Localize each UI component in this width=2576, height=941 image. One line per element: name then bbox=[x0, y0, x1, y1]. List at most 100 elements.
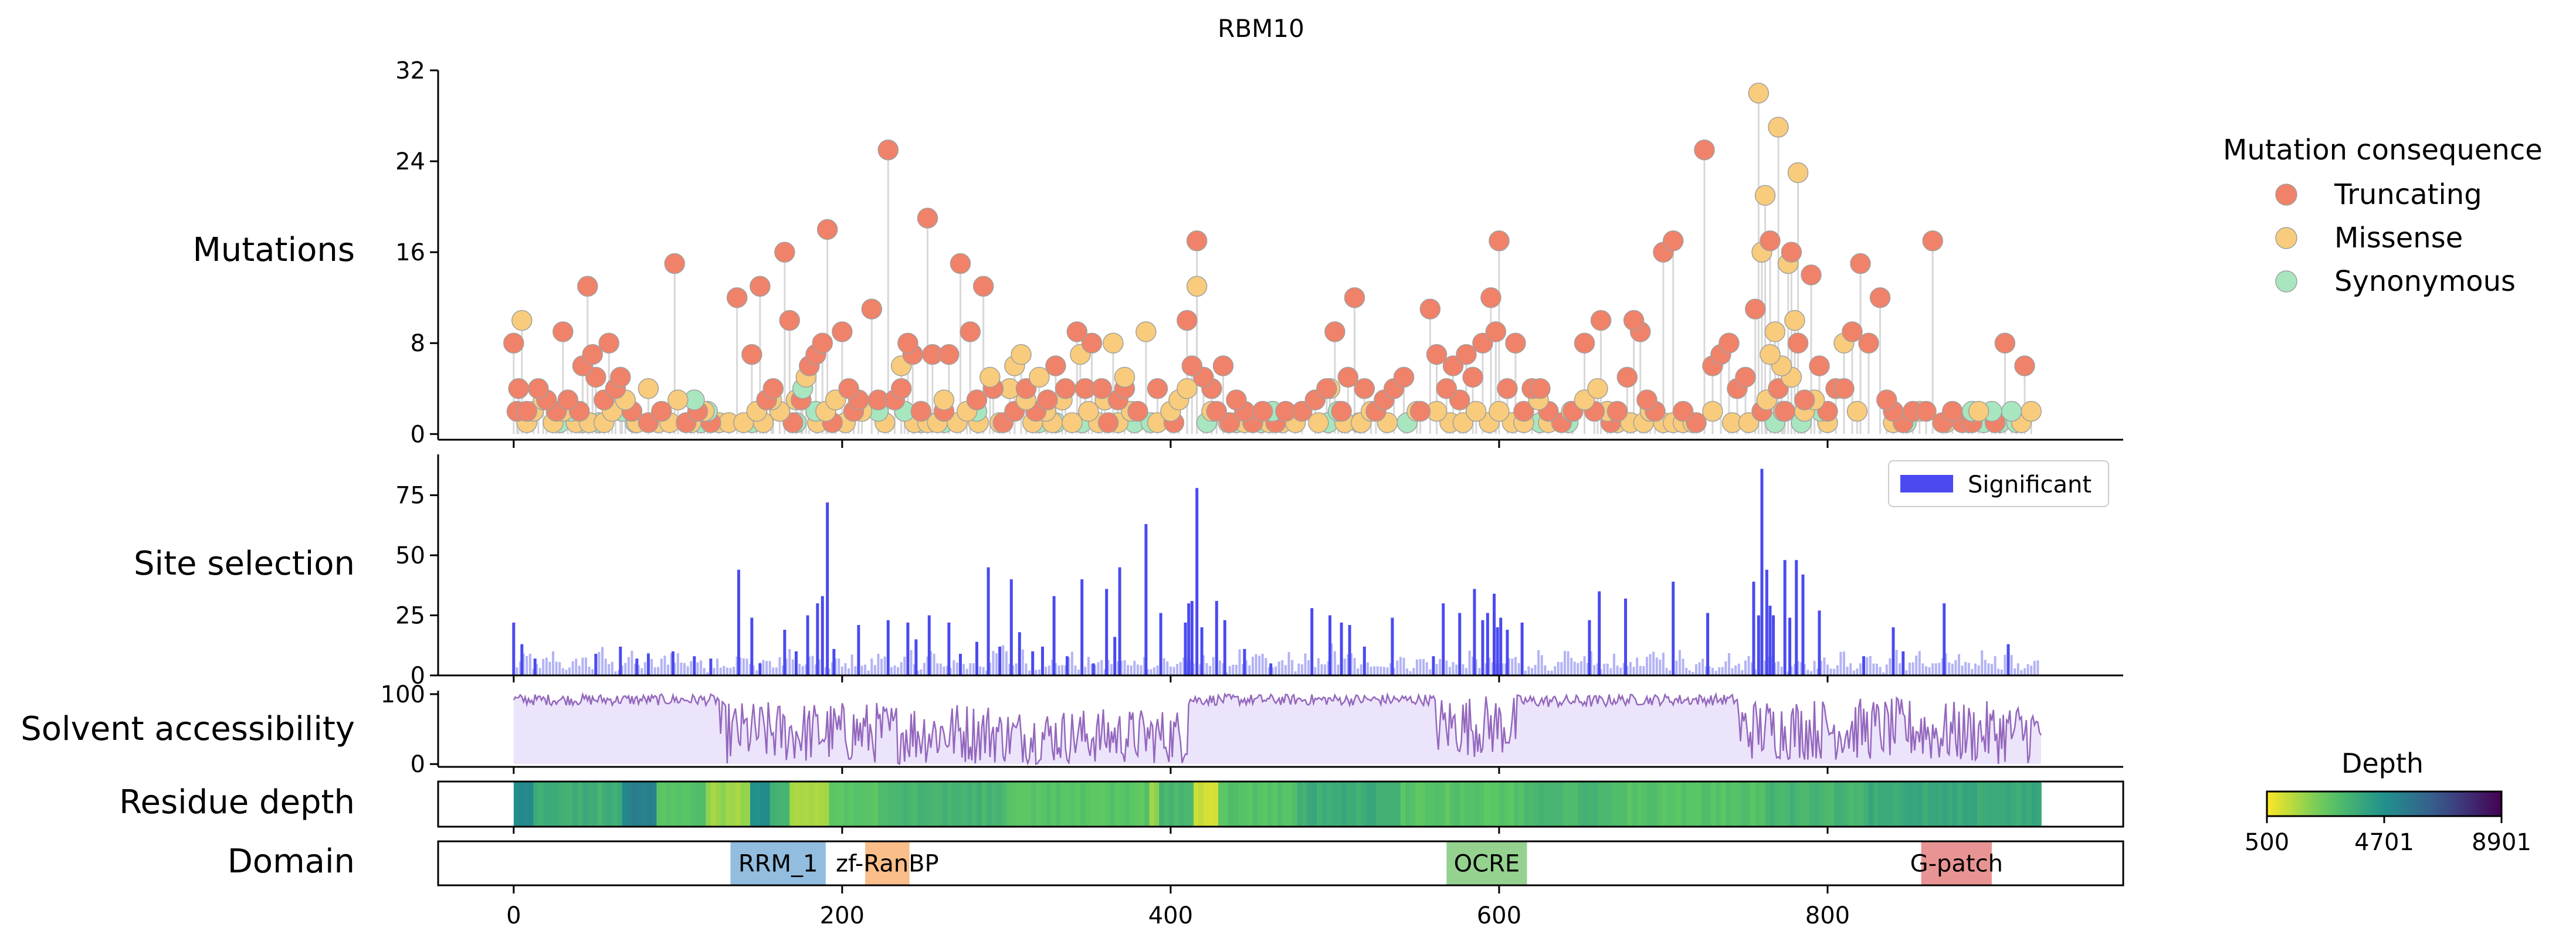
track-label-site-selection: Site selection bbox=[134, 545, 355, 583]
depth-cell bbox=[1159, 782, 1165, 827]
depth-cell bbox=[1144, 782, 1150, 827]
depth-cell bbox=[730, 782, 736, 827]
mutation-point-missense bbox=[1760, 344, 1781, 365]
mutation-point-truncating bbox=[1480, 287, 1501, 308]
depth-cell bbox=[1627, 782, 1633, 827]
mutation-point-truncating bbox=[1497, 378, 1518, 399]
depth-cell bbox=[923, 782, 928, 827]
mutation-point-missense bbox=[1465, 400, 1487, 422]
depth-cell bbox=[1194, 782, 1199, 827]
depth-cell bbox=[1243, 782, 1249, 827]
depth-cell bbox=[1203, 782, 1209, 827]
depth-cell bbox=[1991, 782, 1998, 827]
depth-cell bbox=[1642, 782, 1648, 827]
mutation-point-missense bbox=[1177, 378, 1198, 399]
mutation-point-truncating bbox=[664, 253, 685, 274]
depth-cell bbox=[1198, 782, 1204, 827]
legend-label-missense: Missense bbox=[2334, 222, 2463, 254]
depth-cell bbox=[1301, 782, 1308, 827]
depth-cell bbox=[1982, 782, 1988, 827]
depth-cell bbox=[622, 782, 628, 827]
depth-cell bbox=[1090, 782, 1096, 827]
significant-legend-label: Significant bbox=[1968, 471, 2092, 498]
depth-cell bbox=[981, 782, 988, 827]
depth-cell bbox=[1026, 782, 1032, 827]
mutation-point-truncating bbox=[1456, 344, 1477, 365]
depth-cell bbox=[903, 782, 909, 827]
depth-cell bbox=[1356, 782, 1362, 827]
depth-cell bbox=[829, 782, 835, 827]
depth-cell bbox=[1479, 782, 1485, 827]
mutation-point-truncating bbox=[582, 344, 603, 365]
mutation-point-truncating bbox=[1419, 298, 1441, 320]
mutation-point-truncating bbox=[1809, 355, 1830, 376]
depth-cell bbox=[809, 782, 815, 827]
depth-cell bbox=[1607, 782, 1613, 827]
mutation-point-truncating bbox=[861, 298, 883, 320]
depth-cell bbox=[824, 782, 830, 827]
depth-cell bbox=[1716, 782, 1721, 827]
depth-cell bbox=[1602, 782, 1608, 827]
significant-legend-swatch bbox=[1900, 475, 1953, 492]
mutation-point-missense bbox=[1587, 378, 1608, 399]
depth-cell bbox=[1050, 782, 1056, 827]
mutation-point-truncating bbox=[726, 287, 748, 308]
mutation-point-missense bbox=[1846, 400, 1868, 422]
depth-cell bbox=[996, 782, 1002, 827]
mutation-point-truncating bbox=[1186, 230, 1208, 252]
mutation-point-truncating bbox=[1694, 139, 1715, 161]
depth-cell bbox=[1021, 782, 1027, 827]
mutation-point-truncating bbox=[938, 344, 960, 365]
mutation-point-missense bbox=[1768, 117, 1789, 138]
x-tick-label: 0 bbox=[506, 902, 521, 929]
mutation-point-truncating bbox=[1177, 310, 1198, 331]
solvent-accessibility-fill bbox=[513, 694, 2041, 765]
depth-cell bbox=[528, 782, 534, 827]
mutation-point-truncating bbox=[610, 366, 631, 388]
depth-cell bbox=[991, 782, 997, 827]
mutation-point-truncating bbox=[960, 321, 981, 342]
depth-cell bbox=[1745, 782, 1751, 827]
depth-cell bbox=[1686, 782, 1692, 827]
depth-cell bbox=[1538, 782, 1544, 827]
depth-cell bbox=[987, 782, 992, 827]
depth-cell bbox=[760, 782, 766, 827]
mutation-point-truncating bbox=[1045, 355, 1066, 376]
mutation-point-truncating bbox=[1616, 366, 1638, 388]
mutation-point-truncating bbox=[1801, 264, 1822, 286]
mutation-point-missense bbox=[511, 310, 533, 331]
depth-cell bbox=[2011, 782, 2017, 827]
depth-cell bbox=[578, 782, 584, 827]
legend-label-truncating: Truncating bbox=[2334, 178, 2482, 211]
depth-cell bbox=[1361, 782, 1367, 827]
site-selection-y-tick-label: 50 bbox=[395, 542, 425, 569]
depth-cell bbox=[1883, 782, 1889, 827]
depth-cell bbox=[1375, 782, 1382, 827]
mutation-point-missense bbox=[1784, 310, 1805, 331]
depth-cell bbox=[1706, 782, 1711, 827]
mutation-point-truncating bbox=[1081, 332, 1103, 354]
depth-cell bbox=[720, 782, 726, 827]
mutation-point-truncating bbox=[553, 321, 574, 342]
depth-cell bbox=[779, 782, 785, 827]
depth-cell bbox=[893, 782, 899, 827]
mutation-point-truncating bbox=[972, 276, 994, 297]
depth-cell bbox=[1568, 782, 1574, 827]
depth-cell bbox=[553, 782, 559, 827]
mutation-point-missense bbox=[638, 378, 659, 399]
legend-marker-missense bbox=[2275, 227, 2297, 249]
x-tick-label: 400 bbox=[1148, 902, 1193, 929]
depth-cell bbox=[602, 782, 608, 827]
domain-panel: RRM_1 zf-RanBP OCRE G-patch bbox=[437, 840, 2124, 886]
depth-cell bbox=[1681, 782, 1687, 827]
depth-cell bbox=[1819, 782, 1825, 827]
depth-cell bbox=[1317, 782, 1323, 827]
depth-cell bbox=[1124, 782, 1130, 827]
depth-cell bbox=[1405, 782, 1411, 827]
solvent-accessibility-panel: 0 100 bbox=[381, 681, 2123, 778]
mutation-point-truncating bbox=[1393, 366, 1415, 388]
depth-cell bbox=[1770, 782, 1776, 827]
depth-cell bbox=[1908, 782, 1914, 827]
depth-cell bbox=[770, 782, 775, 827]
depth-cell bbox=[1824, 782, 1830, 827]
